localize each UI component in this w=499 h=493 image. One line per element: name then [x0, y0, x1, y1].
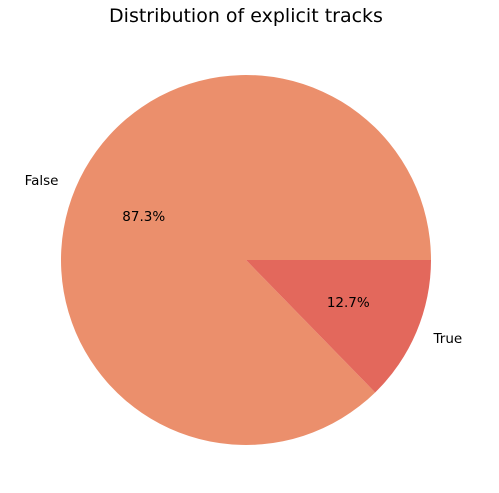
slice-percent-true: 12.7%: [327, 295, 370, 311]
slice-percent-false: 87.3%: [122, 209, 165, 225]
pie-labels: False 87.3% True 12.7%: [25, 173, 463, 347]
chart-title: Distribution of explicit tracks: [109, 5, 383, 27]
slice-label-true: True: [433, 331, 463, 347]
pie-slices: [61, 74, 431, 445]
slice-label-false: False: [25, 173, 59, 189]
pie-slice-true: [246, 260, 431, 393]
